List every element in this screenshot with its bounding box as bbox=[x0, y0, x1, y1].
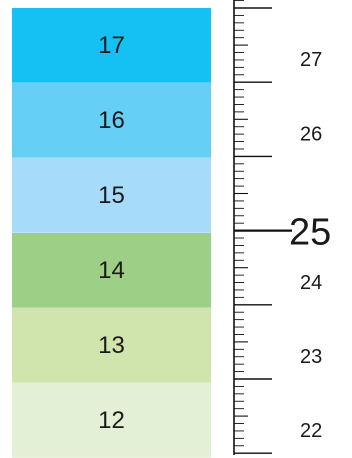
band-17[interactable]: 17 bbox=[12, 8, 211, 83]
age-band-column: 17 16 15 14 13 12 bbox=[12, 8, 211, 458]
band-14-label: 14 bbox=[98, 257, 125, 284]
ruler-label-26: 26 bbox=[300, 123, 322, 145]
band-12-label: 12 bbox=[98, 407, 125, 434]
band-16-label: 16 bbox=[98, 107, 125, 134]
band-16[interactable]: 16 bbox=[12, 83, 211, 158]
band-15-label: 15 bbox=[98, 182, 125, 209]
ruler-label-25: 25 bbox=[289, 212, 331, 254]
band-14[interactable]: 14 bbox=[12, 233, 211, 308]
ruler-label-24: 24 bbox=[300, 272, 322, 294]
ruler-label-22: 22 bbox=[300, 420, 322, 442]
ruler-label-27: 27 bbox=[300, 49, 322, 71]
band-13-label: 13 bbox=[98, 332, 125, 359]
band-17-label: 17 bbox=[98, 32, 125, 59]
band-15[interactable]: 15 bbox=[12, 158, 211, 233]
band-13[interactable]: 13 bbox=[12, 308, 211, 383]
ruler-label-23: 23 bbox=[300, 346, 322, 368]
